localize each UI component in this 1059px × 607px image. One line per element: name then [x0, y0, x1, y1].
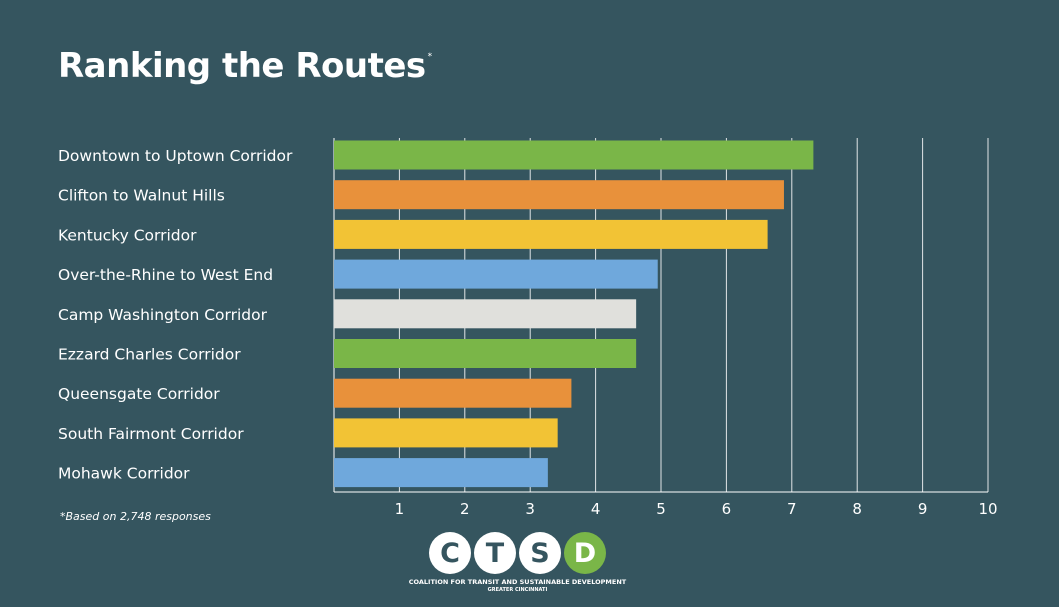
logo-letter-c: C: [429, 532, 471, 574]
logo-letter-s: S: [519, 532, 561, 574]
bar-9: [334, 458, 548, 488]
category-label: Camp Washington Corridor: [58, 306, 268, 324]
x-tick-label: 6: [722, 500, 732, 518]
x-tick-label: 10: [978, 500, 997, 518]
logo-region: GREATER CINCINNATI: [487, 587, 548, 593]
bar-1: [334, 140, 814, 170]
x-tick-label: 4: [591, 500, 601, 518]
bar-5: [334, 299, 637, 329]
bar-6: [334, 339, 637, 368]
footnote: *Based on 2,748 responses: [60, 510, 211, 523]
ctsd-logo: C T S D COALITION FOR TRANSIT AND SUSTAI…: [405, 532, 630, 602]
x-tick-label: 1: [395, 500, 405, 518]
x-tick-label: 2: [460, 500, 470, 518]
logo-org-name: COALITION FOR TRANSIT AND SUSTAINABLE DE…: [408, 578, 627, 586]
page-title: Ranking the Routes *: [58, 46, 432, 86]
category-label: South Fairmont Corridor: [58, 425, 244, 443]
x-tick-label: 8: [852, 500, 862, 518]
bar-7: [334, 378, 572, 408]
bar-8: [334, 418, 558, 448]
x-tick-label: 7: [787, 500, 797, 518]
x-tick-label: 9: [918, 500, 928, 518]
page-title-text: Ranking the Routes: [58, 46, 426, 86]
category-label: Over-the-Rhine to West End: [58, 266, 273, 284]
bar-4: [334, 259, 658, 289]
x-tick-label: 3: [525, 500, 535, 518]
logo-letters: C T S D: [429, 532, 606, 574]
category-label: Kentucky Corridor: [58, 226, 197, 244]
x-tick-label: 5: [656, 500, 666, 518]
bar-2: [334, 180, 784, 210]
category-label: Downtown to Uptown Corridor: [58, 147, 293, 165]
bar-3: [334, 219, 768, 249]
category-label: Mohawk Corridor: [58, 465, 190, 483]
logo-letter-t: T: [474, 532, 516, 574]
category-label: Clifton to Walnut Hills: [58, 187, 225, 205]
title-footnote-mark: *: [427, 52, 433, 62]
logo-letter-d: D: [564, 532, 606, 574]
category-label: Queensgate Corridor: [58, 385, 220, 403]
category-label: Ezzard Charles Corridor: [58, 346, 241, 364]
